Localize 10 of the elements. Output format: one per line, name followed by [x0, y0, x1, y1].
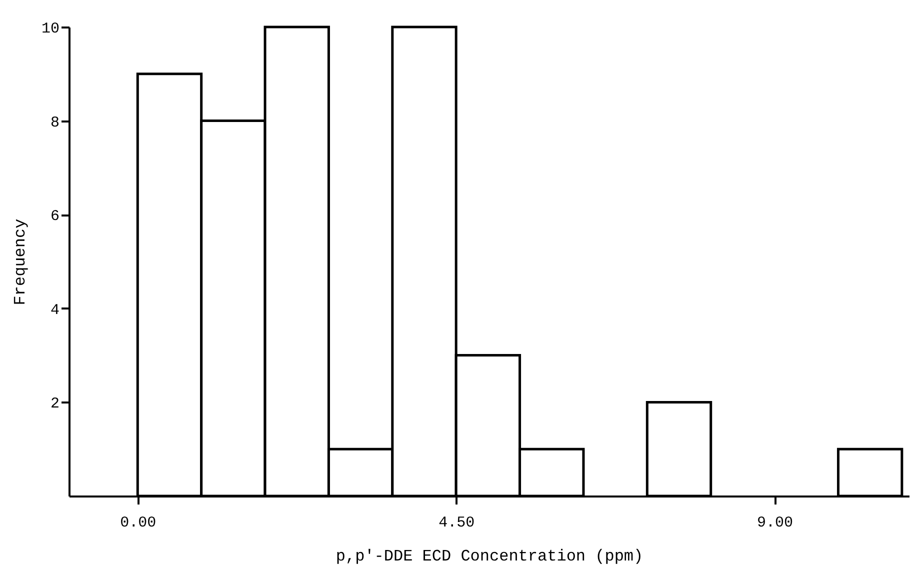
y-tick-label: 6: [50, 208, 60, 226]
x-tick-label: 4.50: [438, 514, 475, 532]
y-tick-label: 4: [50, 302, 60, 319]
x-tick-label: 0.00: [120, 514, 156, 532]
x-tick-label: 9.00: [757, 514, 794, 532]
y-tick-label: 10: [41, 20, 60, 38]
y-axis-title: Frequency: [11, 218, 30, 306]
y-tick-label: 2: [50, 396, 60, 413]
x-axis-title: p,p'-DDE ECD Concentration (ppm): [336, 548, 644, 566]
y-tick-label: 8: [50, 114, 60, 132]
